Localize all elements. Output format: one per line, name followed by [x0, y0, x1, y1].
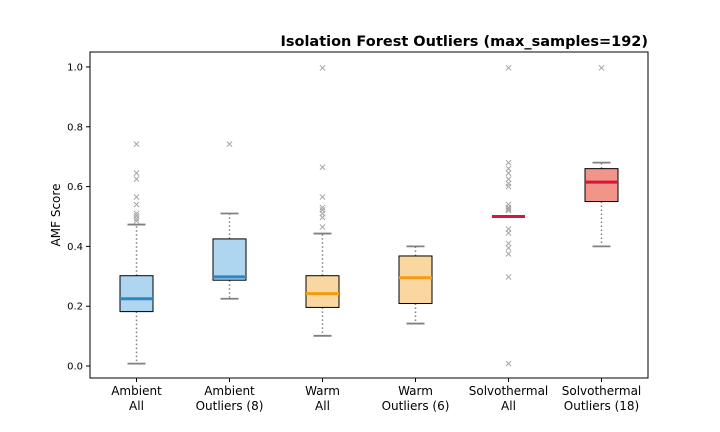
box-iqr	[305, 275, 340, 308]
box-group-2	[212, 141, 247, 300]
outlier-marker	[505, 273, 512, 280]
x-tick-label-line1: Solvothermal	[469, 384, 549, 398]
outlier-marker	[133, 194, 140, 201]
box-iqr	[398, 255, 433, 305]
outlier-marker	[319, 204, 326, 211]
outlier-marker	[505, 226, 512, 233]
outlier-marker	[319, 224, 326, 230]
outlier-marker	[133, 215, 140, 222]
y-tick-label: 0.8	[67, 122, 83, 133]
outlier-marker	[133, 212, 140, 219]
x-tick-label-line2: Outliers (6)	[382, 399, 450, 413]
y-tick-label: 0.4	[67, 242, 83, 253]
outlier-marker	[133, 141, 140, 148]
y-tick-label: 1.0	[67, 62, 83, 73]
outlier-marker	[505, 206, 512, 212]
y-tick-label: 0.0	[67, 362, 83, 373]
outlier-marker	[319, 194, 326, 201]
outlier-marker	[505, 180, 512, 187]
outlier-marker	[505, 244, 512, 251]
box-iqr	[119, 275, 154, 313]
x-tick-label-line2: Outliers (18)	[564, 399, 639, 413]
box-group-1	[119, 141, 154, 365]
outlier-marker	[598, 64, 605, 71]
outlier-marker	[505, 64, 512, 71]
box-group-3	[305, 64, 340, 337]
x-tick-label-line2: All	[129, 399, 144, 413]
outlier-marker	[133, 210, 140, 217]
outlier-marker	[133, 218, 140, 224]
y-tick-label: 0.2	[67, 302, 83, 313]
outlier-marker	[505, 250, 512, 257]
outlier-marker	[505, 159, 512, 166]
y-tick-label: 0.6	[67, 182, 83, 193]
x-tick-label-line2: Outliers (8)	[196, 399, 264, 413]
plot-area	[119, 64, 619, 367]
x-tick-label-line1: Warm	[305, 384, 340, 398]
outlier-marker	[505, 170, 512, 177]
box-iqr	[584, 168, 619, 203]
box-group-5	[492, 64, 525, 367]
outlier-marker	[505, 165, 512, 172]
chart-title: Isolation Forest Outliers (max_samples=1…	[280, 34, 648, 50]
x-tick-label-line1: Solvothermal	[562, 384, 642, 398]
x-tick-label-line1: Ambient	[204, 384, 255, 398]
outlier-marker	[226, 141, 233, 148]
outlier-marker	[505, 360, 512, 367]
outlier-marker	[319, 206, 326, 213]
x-tick-label-line2: All	[501, 399, 516, 413]
outlier-marker	[505, 176, 512, 183]
plot-frame	[89, 51, 649, 379]
x-tick-label-line2: All	[315, 399, 330, 413]
box-iqr	[212, 238, 247, 281]
outlier-marker	[505, 201, 512, 208]
outlier-marker	[133, 170, 140, 177]
outlier-marker	[319, 64, 326, 71]
box-group-4	[398, 245, 433, 325]
outlier-marker	[319, 164, 326, 171]
x-tick-label-line1: Warm	[398, 384, 433, 398]
outlier-marker	[505, 240, 512, 247]
y-axis-label: AMF Score	[49, 184, 63, 247]
x-tick-label-line1: Ambient	[111, 384, 162, 398]
outlier-marker	[133, 176, 140, 183]
outlier-marker	[133, 201, 140, 208]
box-group-6	[584, 64, 619, 248]
